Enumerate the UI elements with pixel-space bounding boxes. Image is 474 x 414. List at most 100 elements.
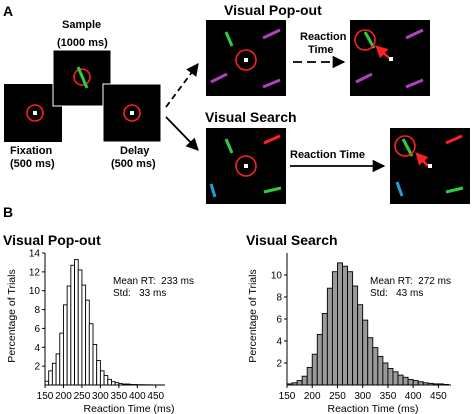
- popout-target-bar: [224, 31, 234, 47]
- histogram-bar: [382, 362, 389, 386]
- chart-stats-line2: Std: 33 ms: [113, 288, 166, 299]
- branch-arrow-up: [165, 62, 199, 108]
- x-tick-label: 250: [74, 391, 91, 402]
- histogram-bar: [55, 353, 61, 386]
- popout-frame-2: [350, 20, 430, 96]
- histogram-bar: [331, 271, 338, 386]
- histogram-bar: [392, 371, 399, 386]
- search-frame-2: [390, 128, 470, 204]
- histogram-bar: [387, 368, 394, 386]
- histogram-bar: [367, 337, 374, 386]
- panel-a-label: A: [3, 3, 13, 19]
- x-tick-label: 450: [430, 391, 447, 402]
- popout-title: Visual Pop-out: [224, 2, 322, 18]
- chart-search: Visual Search Percentage of Trials React…: [246, 232, 451, 414]
- histogram-bar: [311, 353, 318, 386]
- delay-frame: [102, 83, 162, 143]
- popout-fixation-circle: [235, 49, 257, 71]
- x-tick-label: 400: [129, 391, 146, 402]
- popout-rt-line2: Time: [308, 44, 333, 56]
- x-tick-label: 350: [380, 391, 397, 402]
- search-title: Visual Search: [205, 109, 297, 125]
- search-target-bar: [401, 138, 414, 157]
- fixation-circle: [26, 104, 44, 122]
- histogram-bar: [59, 332, 64, 386]
- histogram-bar: [77, 269, 83, 386]
- sample-title: Sample: [62, 19, 101, 31]
- popout-distractor-bar: [262, 78, 281, 89]
- popout-rt-line1: Reaction: [300, 31, 347, 43]
- delay-point: [130, 111, 134, 115]
- chart-ylabel: Percentage of Trials: [247, 269, 259, 362]
- histogram-bar: [107, 378, 112, 386]
- popout-distractor-bar: [210, 72, 228, 84]
- search-fixation-point: [244, 164, 248, 168]
- y-tick-label: 6: [276, 315, 282, 326]
- delay-circle: [123, 104, 141, 122]
- y-tick-label: 10: [29, 286, 41, 297]
- histogram-bar: [103, 375, 109, 386]
- search-rt-label: Reaction Time: [290, 149, 365, 161]
- histogram-bar: [51, 362, 57, 386]
- histogram-bar: [412, 380, 419, 386]
- plot-area: 150 200 250 300 350 400 450 2 4 6 8 10 12 14: [29, 249, 165, 402]
- sample-frame: [52, 49, 112, 107]
- histogram-bar: [99, 370, 105, 386]
- y-tick-label: 12: [29, 267, 41, 278]
- histogram-bar: [81, 284, 87, 386]
- histogram-bar: [85, 299, 90, 386]
- panel-b-label: B: [3, 204, 13, 220]
- search-distractor-bar: [263, 186, 282, 194]
- sample-bar: [76, 66, 89, 89]
- chart-title: Visual Pop-out: [3, 232, 101, 248]
- histogram-bar: [402, 376, 409, 386]
- chart-stats-line1: Mean RT: 272 ms: [370, 276, 451, 287]
- chart-stats-line2: Std: 43 ms: [370, 288, 423, 299]
- histogram-bar: [92, 344, 98, 386]
- y-tick-label: 14: [29, 249, 41, 260]
- chart-title: Visual Search: [246, 232, 338, 248]
- histogram-bar: [296, 380, 303, 386]
- x-tick-label: 150: [279, 391, 296, 402]
- search-distractor-bar: [209, 183, 217, 198]
- search-distractor-bar: [445, 186, 464, 194]
- search-distractor-bar: [263, 134, 281, 145]
- histogram-bar: [88, 323, 94, 386]
- x-tick-label: 350: [111, 391, 128, 402]
- x-tick-label: 200: [304, 391, 321, 402]
- y-tick-label: 2: [276, 359, 282, 370]
- y-tick-label: 6: [34, 324, 40, 335]
- popout-distractor-bar: [355, 72, 373, 84]
- histogram-bar: [372, 347, 379, 386]
- histogram-bar: [44, 380, 50, 386]
- fixation-duration: (500 ms): [10, 158, 55, 170]
- histogram-bar: [66, 285, 72, 386]
- delay-duration: (500 ms): [111, 158, 156, 170]
- x-tick-label: 250: [329, 391, 346, 402]
- delay-title: Delay: [120, 145, 150, 157]
- popout-distractor-bar: [405, 28, 424, 40]
- plot-area: 150 200 250 300 350 400 450 2 4 6 8 10: [271, 253, 451, 402]
- x-tick-label: 300: [354, 391, 371, 402]
- histogram-bar: [306, 366, 313, 386]
- histogram-bar: [48, 370, 53, 386]
- histogram-bar: [352, 285, 359, 386]
- search-fixation-circle: [235, 155, 257, 177]
- histogram-bar: [397, 374, 404, 386]
- chart-stats-line1: Mean RT: 233 ms: [113, 276, 194, 287]
- histogram-bar: [96, 360, 101, 386]
- popout-fixation-point: [244, 58, 248, 62]
- search-saccade-arrow: [415, 152, 429, 167]
- y-tick-label: 2: [34, 362, 40, 373]
- histogram-bar: [357, 304, 364, 386]
- x-tick-label: 300: [92, 391, 109, 402]
- histogram-bar: [301, 375, 308, 386]
- histogram-bar: [326, 287, 333, 386]
- popout-target-bar: [363, 31, 376, 49]
- y-tick-label: 8: [276, 293, 282, 304]
- sample-circle: [73, 68, 91, 86]
- histogram-bar: [337, 262, 343, 386]
- y-tick-label: 4: [34, 343, 40, 354]
- popout-distractor-bar: [262, 28, 281, 40]
